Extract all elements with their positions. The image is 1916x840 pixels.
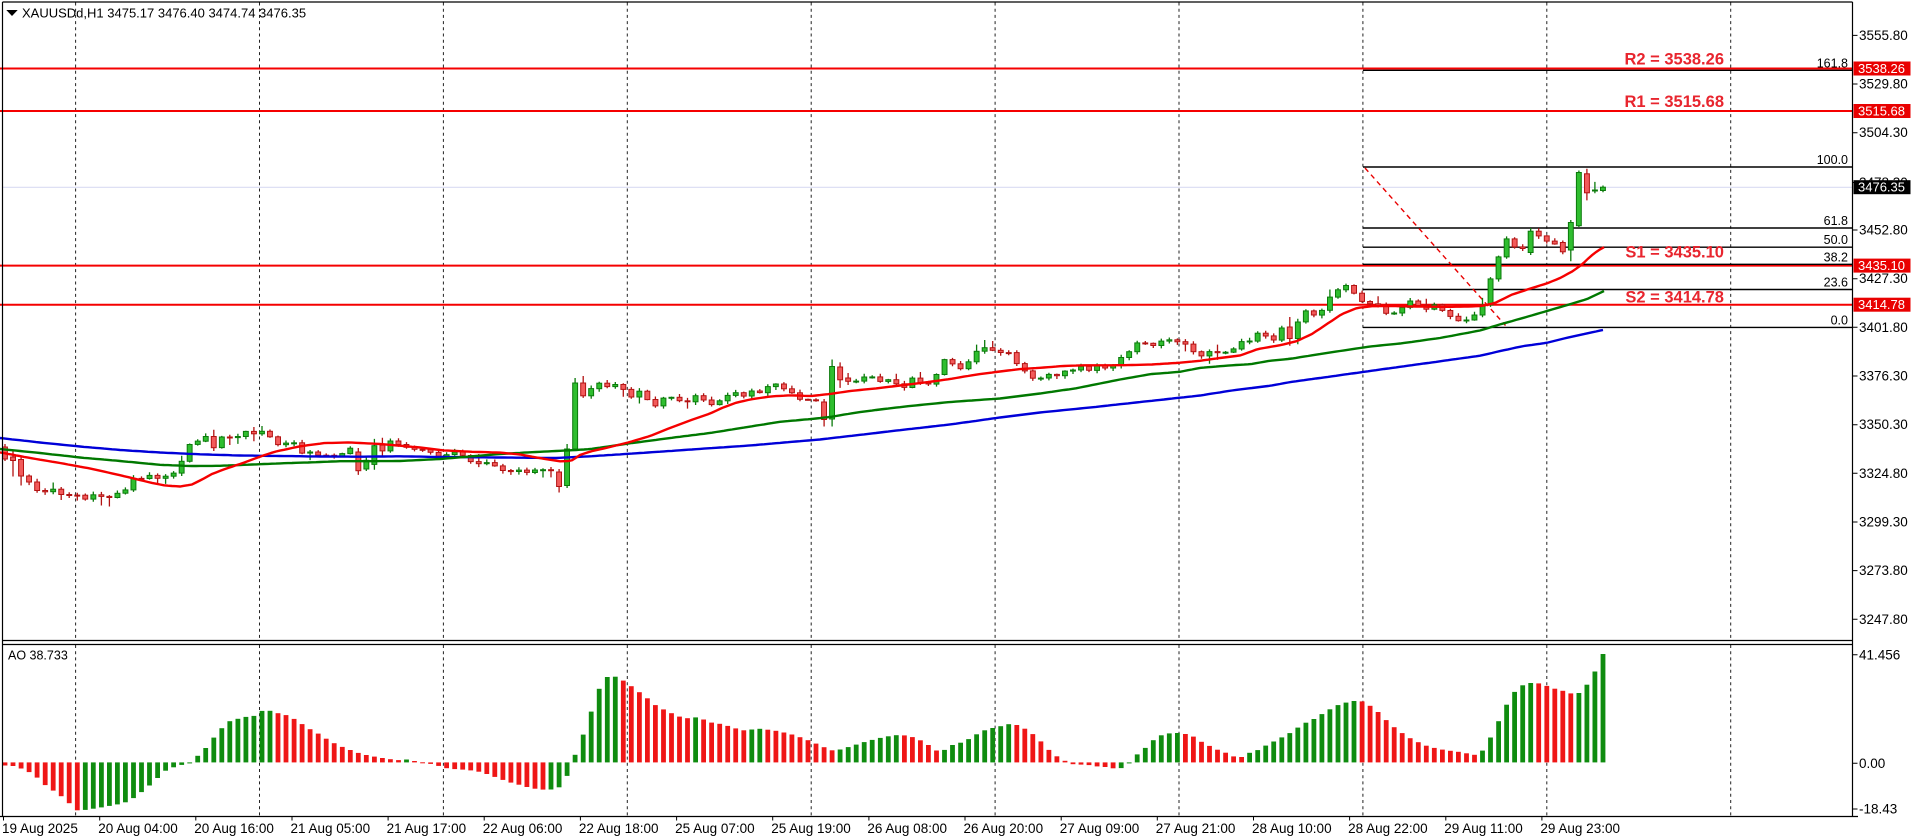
- svg-text:3427.30: 3427.30: [1859, 271, 1908, 286]
- svg-text:R1 = 3515.68: R1 = 3515.68: [1624, 93, 1724, 111]
- svg-text:3350.30: 3350.30: [1859, 417, 1908, 432]
- svg-text:20 Aug 16:00: 20 Aug 16:00: [194, 821, 274, 836]
- svg-text:19 Aug 2025: 19 Aug 2025: [2, 821, 78, 836]
- svg-text:-18.43: -18.43: [1859, 802, 1897, 817]
- svg-text:26 Aug 20:00: 26 Aug 20:00: [964, 821, 1044, 836]
- svg-text:29 Aug 23:00: 29 Aug 23:00: [1540, 821, 1620, 836]
- svg-text:21 Aug 05:00: 21 Aug 05:00: [291, 821, 371, 836]
- svg-text:3247.80: 3247.80: [1859, 612, 1908, 627]
- svg-text:3324.80: 3324.80: [1859, 466, 1908, 481]
- svg-text:3401.80: 3401.80: [1859, 320, 1908, 335]
- svg-text:S1 = 3435.10: S1 = 3435.10: [1625, 243, 1724, 261]
- svg-text:25 Aug 19:00: 25 Aug 19:00: [771, 821, 851, 836]
- svg-text:41.456: 41.456: [1859, 647, 1900, 662]
- svg-text:3273.80: 3273.80: [1859, 563, 1908, 578]
- svg-text:3504.30: 3504.30: [1859, 125, 1908, 140]
- svg-text:21 Aug 17:00: 21 Aug 17:00: [387, 821, 467, 836]
- svg-text:28 Aug 22:00: 28 Aug 22:00: [1348, 821, 1428, 836]
- svg-text:50.0: 50.0: [1824, 233, 1848, 247]
- svg-text:26 Aug 08:00: 26 Aug 08:00: [867, 821, 947, 836]
- svg-text:3414.78: 3414.78: [1858, 297, 1905, 312]
- svg-text:100.0: 100.0: [1817, 153, 1848, 167]
- svg-text:25 Aug 07:00: 25 Aug 07:00: [675, 821, 755, 836]
- svg-text:27 Aug 21:00: 27 Aug 21:00: [1156, 821, 1236, 836]
- svg-text:27 Aug 09:00: 27 Aug 09:00: [1060, 821, 1140, 836]
- svg-text:61.8: 61.8: [1824, 214, 1848, 228]
- svg-text:3476.35: 3476.35: [1858, 180, 1905, 195]
- svg-text:3452.80: 3452.80: [1859, 223, 1908, 238]
- svg-text:29 Aug 11:00: 29 Aug 11:00: [1444, 821, 1523, 836]
- svg-text:23.6: 23.6: [1824, 276, 1848, 290]
- svg-text:22 Aug 06:00: 22 Aug 06:00: [483, 821, 563, 836]
- svg-text:20 Aug 04:00: 20 Aug 04:00: [98, 821, 178, 836]
- svg-text:3529.80: 3529.80: [1859, 77, 1908, 92]
- svg-text:S2 = 3414.78: S2 = 3414.78: [1625, 288, 1724, 306]
- svg-text:R2 = 3538.26: R2 = 3538.26: [1624, 51, 1724, 69]
- svg-text:0.00: 0.00: [1859, 756, 1885, 771]
- svg-text:38.2: 38.2: [1824, 250, 1848, 264]
- svg-text:3299.30: 3299.30: [1859, 515, 1908, 530]
- svg-text:3435.10: 3435.10: [1858, 258, 1905, 273]
- svg-text:22 Aug 18:00: 22 Aug 18:00: [579, 821, 659, 836]
- svg-text:3538.26: 3538.26: [1858, 61, 1905, 76]
- svg-text:0.0: 0.0: [1831, 313, 1848, 327]
- svg-text:AO 38.733: AO 38.733: [8, 649, 68, 663]
- svg-text:28 Aug 10:00: 28 Aug 10:00: [1252, 821, 1332, 836]
- svg-text:3376.30: 3376.30: [1859, 369, 1908, 384]
- svg-text:3555.80: 3555.80: [1859, 28, 1908, 43]
- svg-text:XAUUSDd,H1 3475.17 3476.40 34: XAUUSDd,H1 3475.17 3476.40 3474.74 3476.…: [22, 6, 306, 21]
- svg-text:161.8: 161.8: [1817, 56, 1848, 70]
- svg-text:3515.68: 3515.68: [1858, 103, 1905, 118]
